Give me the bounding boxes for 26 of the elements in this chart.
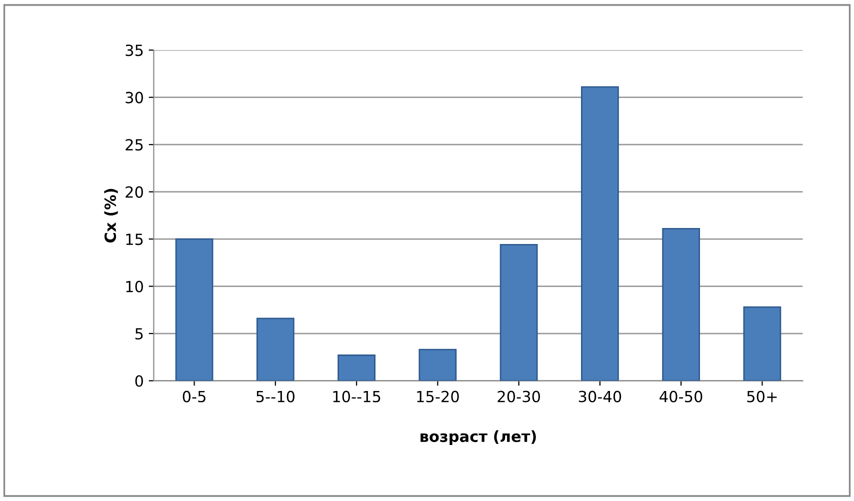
bar	[338, 354, 376, 381]
x-tick-label: 5--10	[256, 390, 294, 402]
y-tick-label: 5	[135, 328, 143, 340]
y-tick-label: 25	[126, 139, 143, 151]
y-tick-label: 30	[126, 92, 143, 104]
x-tick-label: 0-5	[182, 390, 206, 402]
bar	[662, 228, 700, 381]
y-tick-label: 35	[126, 44, 143, 56]
x-tick-label: 50+	[747, 390, 777, 402]
x-axis-title: возраст (лет)	[420, 430, 536, 446]
y-tick-label: 15	[126, 234, 143, 246]
bar	[743, 306, 782, 381]
bar	[418, 348, 457, 381]
y-axis-title: Cx (%)	[104, 188, 118, 242]
y-tick-label: 10	[126, 280, 143, 292]
bar	[175, 238, 214, 381]
x-tick-label: 15-20	[417, 390, 459, 402]
y-tick-label: 20	[126, 186, 143, 198]
y-tick-label: 0	[135, 375, 143, 387]
x-tick-label: 20-30	[498, 390, 540, 402]
bar	[500, 244, 538, 381]
x-tick-label: 10--15	[333, 390, 380, 402]
bar	[256, 318, 294, 381]
x-tick-label: 30-40	[578, 390, 622, 402]
bar	[580, 86, 619, 381]
x-tick-label: 40-50	[660, 390, 702, 402]
